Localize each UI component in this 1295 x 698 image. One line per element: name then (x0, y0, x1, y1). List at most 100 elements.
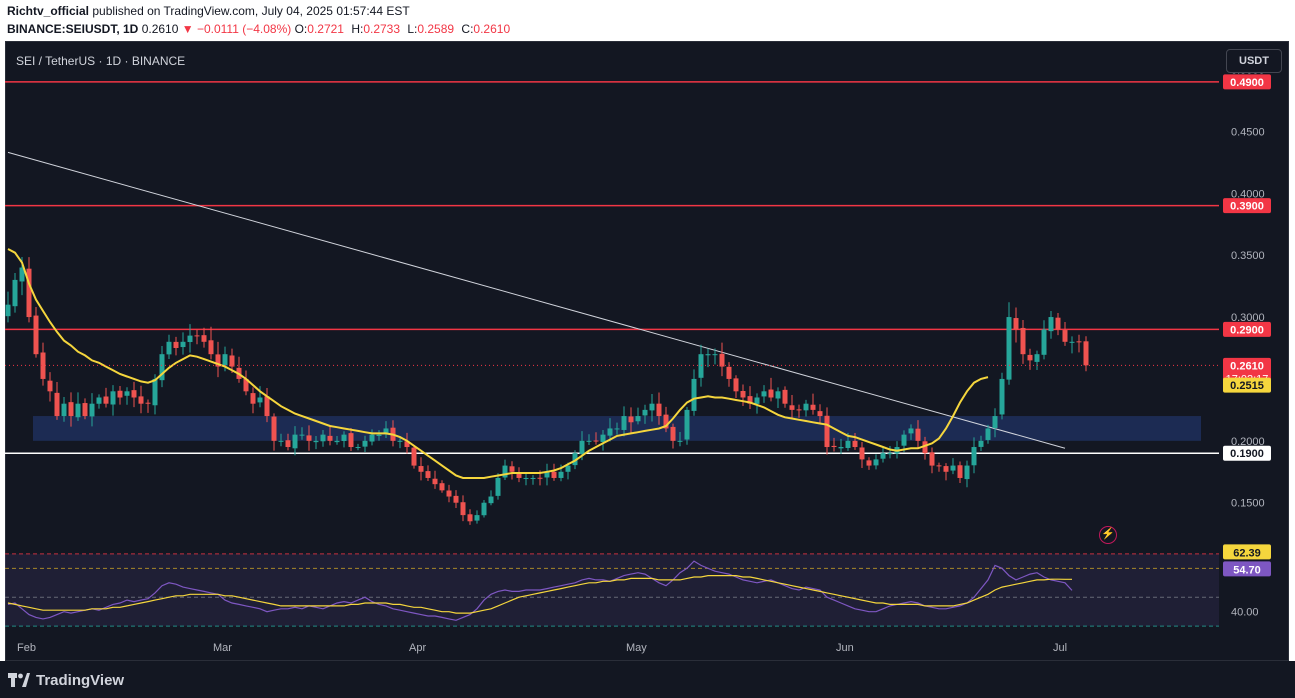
candle-body (383, 428, 389, 435)
candle-body (439, 483, 445, 491)
author-name[interactable]: Richtv_official (7, 4, 90, 18)
level-label-2-bg (1223, 321, 1271, 337)
candle-body (572, 453, 578, 466)
candle-body (691, 378, 697, 411)
price-chart[interactable]: 0.50000.45000.40000.35000.30000.25000.20… (5, 41, 1289, 661)
candle-body (908, 428, 914, 434)
chart-legend: SEI / TetherUS · 1D · BINANCE (16, 54, 186, 68)
candle-body (922, 441, 928, 454)
level-label-1-bg (1223, 198, 1271, 214)
lightning-icon[interactable]: ⚡ (1099, 526, 1117, 544)
candle-body (180, 341, 186, 348)
candle-body (425, 471, 431, 478)
candle-body (537, 477, 543, 479)
candle-body (845, 440, 851, 448)
currency-button[interactable]: USDT (1226, 49, 1282, 73)
candle-body (250, 393, 256, 404)
candle-body (1020, 327, 1026, 355)
candle-body (936, 465, 942, 467)
candle-body (348, 433, 354, 448)
candle-body (621, 416, 627, 430)
candle-body (152, 378, 158, 406)
candle-body (201, 335, 207, 342)
candle-body (33, 315, 39, 355)
candle-body (474, 515, 480, 521)
low-value: 0.2589 (417, 22, 455, 36)
candle-body (915, 428, 921, 441)
price-tick-label: 0.1500 (1231, 498, 1265, 510)
candle-body (89, 403, 95, 417)
candle-body (446, 490, 452, 497)
candle-body (859, 447, 865, 460)
candle-body (628, 416, 634, 423)
candle-body (1048, 317, 1054, 332)
candle-body (880, 453, 886, 459)
candle-body (607, 428, 613, 436)
candle-body (404, 441, 410, 448)
candle-body (838, 447, 844, 449)
price-tick-label: 0.4500 (1231, 126, 1265, 138)
candle-body (943, 466, 949, 472)
candles (5, 257, 1089, 525)
candle-body (747, 396, 753, 404)
candle-body (817, 411, 823, 417)
candle-body (159, 354, 165, 381)
candle-body (642, 409, 648, 416)
candle-body (789, 405, 795, 410)
candle-body (278, 440, 284, 442)
level-label-2: 0.2900 (1230, 324, 1264, 336)
candle-body (950, 465, 956, 471)
candle-body (761, 391, 767, 397)
candle-body (1013, 318, 1019, 330)
candle-body (1006, 317, 1012, 380)
candle-body (5, 304, 11, 317)
candle-body (61, 403, 67, 417)
rsi-tick-label: 40.00 (1231, 607, 1259, 619)
candle-body (145, 402, 151, 404)
time-tick-label: Feb (17, 642, 36, 654)
candle-body (215, 354, 221, 367)
candle-body (110, 391, 116, 405)
candle-body (222, 354, 228, 366)
candle-body (516, 473, 522, 478)
candle-body (362, 440, 368, 447)
candle-body (684, 409, 690, 440)
candle-body (341, 434, 347, 442)
candle-body (502, 465, 508, 478)
close-value: 0.2610 (473, 22, 511, 36)
candle-body (593, 440, 599, 442)
candle-body (75, 403, 81, 418)
candle-body (600, 434, 606, 443)
tradingview-logo[interactable]: TradingView (8, 671, 124, 689)
candle-body (411, 447, 417, 466)
close-label: C: (461, 22, 474, 36)
candle-body (194, 335, 200, 337)
candle-body (82, 403, 88, 417)
rsi-value-badge: 54.70 (1233, 564, 1261, 576)
candle-body (1069, 341, 1075, 343)
candle-body (635, 416, 641, 422)
candle-body (971, 447, 977, 466)
candle-body (166, 341, 172, 355)
price-tick-label: 0.3000 (1231, 312, 1265, 324)
last-price-label: 0.2610 (1230, 360, 1264, 372)
candle-body (327, 435, 333, 441)
high-value: 0.2733 (363, 22, 401, 36)
candle-body (313, 440, 319, 443)
candle-body (124, 391, 130, 396)
candle-body (530, 477, 536, 479)
publish-text: published on TradingView.com, July 04, 2… (92, 4, 410, 18)
candle-body (432, 478, 438, 485)
candle-body (803, 403, 809, 411)
candle-body (355, 447, 361, 449)
time-tick-label: Mar (213, 642, 232, 654)
candle-body (495, 477, 501, 496)
rsi-ma-badge: 62.39 (1233, 547, 1261, 559)
candle-body (292, 434, 298, 449)
candle-body (19, 267, 25, 282)
footer: TradingView (0, 661, 1295, 698)
candle-body (705, 354, 711, 356)
candle-body (299, 434, 305, 436)
candle-body (54, 392, 60, 417)
candle-body (901, 434, 907, 446)
